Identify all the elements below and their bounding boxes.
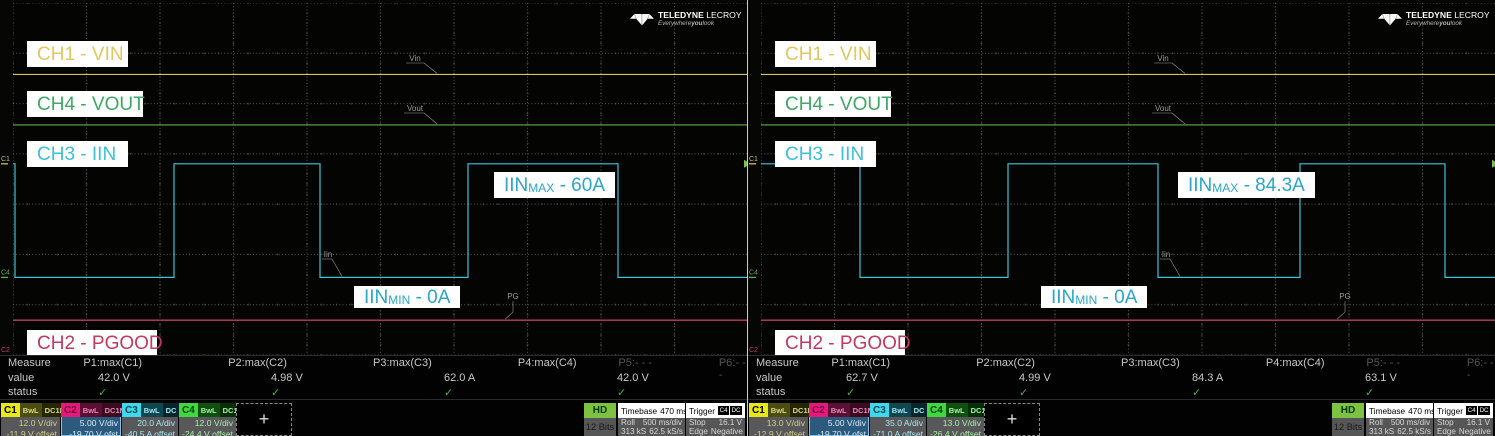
svg-text:Vin: Vin: [1157, 54, 1168, 63]
svg-text:C4: C4: [1, 269, 10, 276]
svg-text:PG: PG: [1339, 292, 1351, 301]
svg-text:C1: C1: [749, 156, 758, 163]
svg-text:C2: C2: [749, 347, 758, 354]
svg-text:Vout: Vout: [407, 104, 424, 113]
svg-text:Iin: Iin: [324, 250, 332, 259]
svg-text:Vin: Vin: [409, 54, 420, 63]
svg-text:PG: PG: [507, 292, 519, 301]
svg-text:Iin: Iin: [1162, 250, 1170, 259]
svg-text:C4: C4: [749, 269, 758, 276]
svg-text:C2: C2: [1, 347, 10, 354]
svg-text:C1: C1: [1, 156, 10, 163]
svg-text:Vout: Vout: [1155, 104, 1172, 113]
